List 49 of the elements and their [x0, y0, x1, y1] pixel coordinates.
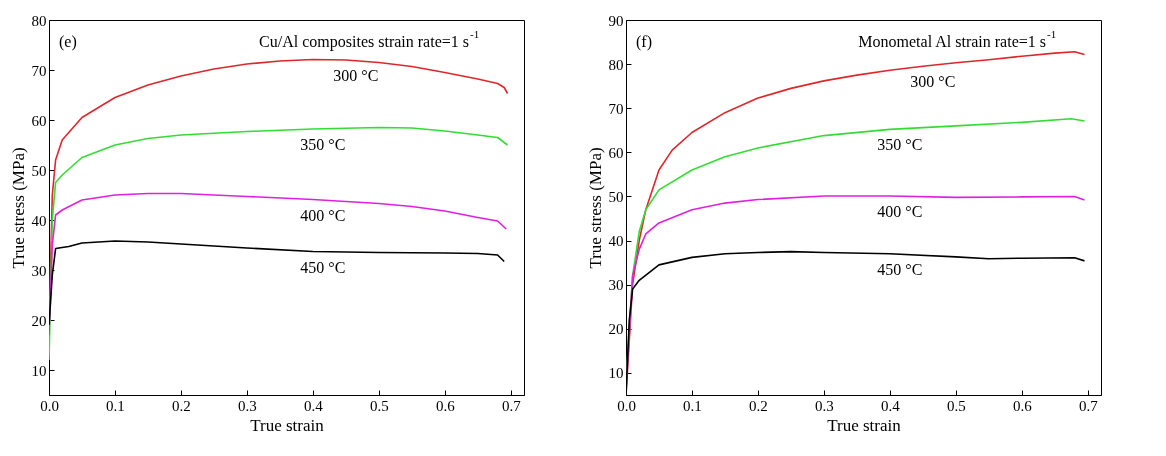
series-label: 350 °C	[300, 136, 346, 153]
y-tick-label: 40	[608, 233, 624, 250]
y-tick-label: 30	[31, 262, 47, 279]
x-tick-label: 0.4	[881, 397, 901, 414]
y-tick-label: 50	[608, 188, 624, 205]
y-tick-label: 80	[608, 56, 624, 73]
series-label: 400 °C	[300, 206, 346, 224]
x-tick-label: 0.1	[106, 397, 125, 414]
series-label: 400 °C	[877, 203, 923, 221]
x-tick-label: 0.4	[304, 397, 324, 414]
x-tick-label: 0.0	[617, 397, 636, 414]
series-label: 450 °C	[300, 258, 346, 276]
x-tick-label: 0.1	[683, 397, 702, 414]
y-tick-label: 20	[31, 312, 47, 329]
x-tick-label: 0.3	[815, 397, 834, 414]
y-tick-label: 70	[608, 100, 624, 117]
y-tick-label: 10	[608, 365, 624, 382]
y-tick-label: 70	[31, 62, 47, 79]
y-tick-label: 50	[31, 162, 47, 179]
annotation: (f)	[636, 33, 652, 51]
x-axis-title: True strain	[827, 415, 902, 435]
y-tick-label: 40	[31, 212, 47, 229]
y-tick-label: 10	[31, 362, 47, 379]
x-tick-label: 0.6	[435, 397, 456, 414]
y-tick-label: 90	[608, 12, 624, 29]
x-tick-label: 0.7	[1078, 397, 1099, 414]
x-tick-label: 0.2	[749, 397, 768, 414]
y-tick-label: 30	[608, 277, 624, 294]
series-label: 450 °C	[877, 260, 923, 278]
series-label: 300 °C	[333, 67, 379, 84]
series-label: 350 °C	[877, 136, 923, 154]
series-label: 300 °C	[910, 73, 956, 91]
y-tick-label: 60	[31, 112, 47, 129]
y-tick-label: 20	[608, 321, 624, 338]
x-axis-title: True strain	[250, 415, 325, 435]
x-tick-label: 0.5	[369, 397, 389, 414]
y-axis-title: True stress (MPa)	[585, 147, 605, 269]
y-tick-label: 80	[31, 12, 47, 29]
line-series	[49, 192, 507, 336]
x-tick-label: 0.0	[40, 397, 59, 414]
x-tick-label: 0.5	[946, 397, 966, 414]
y-axis-title: True stress (MPa)	[8, 147, 28, 269]
line-series	[49, 126, 509, 361]
annotation: (e)	[59, 33, 77, 51]
x-tick-label: 0.2	[172, 397, 191, 414]
x-tick-label: 0.6	[1012, 397, 1033, 414]
y-tick-label: 60	[608, 144, 624, 161]
x-tick-label: 0.3	[238, 397, 257, 414]
x-tick-label: 0.7	[501, 397, 522, 414]
